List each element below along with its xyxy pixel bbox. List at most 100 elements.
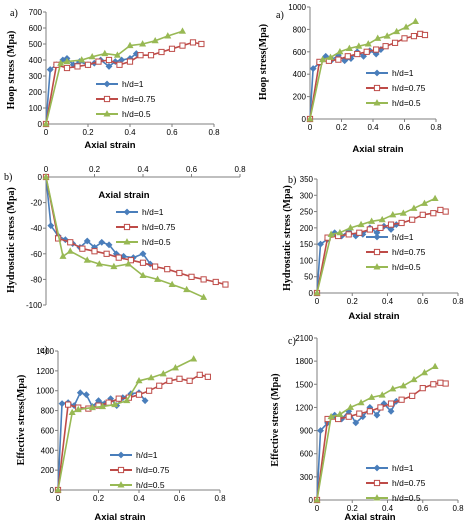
- data-point: [442, 208, 449, 215]
- x-tick-label: 0.4: [124, 128, 136, 137]
- data-point: [393, 27, 401, 35]
- x-tick-label: 0.6: [166, 128, 178, 137]
- data-point: [398, 396, 405, 403]
- series-h05: [42, 173, 208, 300]
- data-point: [410, 204, 418, 211]
- x-axis-label: Axial strain: [94, 512, 145, 523]
- data-point: [91, 248, 98, 255]
- data-point: [42, 173, 50, 180]
- data-point: [67, 239, 74, 246]
- y-tick-label: 400: [29, 56, 43, 65]
- legend-entry: h/d=1: [392, 463, 414, 473]
- y-axis-label: Hoop stress (Mpa): [6, 31, 17, 110]
- data-point: [309, 65, 317, 73]
- data-point: [135, 376, 143, 384]
- data-point: [183, 285, 191, 293]
- y-tick-label: 0: [309, 496, 314, 505]
- panel-label: b): [4, 172, 12, 183]
- y-tick-label: -60: [30, 250, 42, 259]
- data-point: [389, 211, 397, 218]
- series-line: [45, 41, 202, 125]
- data-point: [74, 405, 82, 413]
- data-point: [147, 52, 155, 59]
- y-tick-label: 900: [300, 427, 314, 436]
- data-point: [377, 404, 384, 411]
- x-tick-label: 0.8: [208, 128, 220, 137]
- y-axis-label: Hydrostatic stress (Mpa): [282, 185, 293, 291]
- data-point: [382, 43, 389, 50]
- data-point: [135, 391, 143, 398]
- data-point: [113, 51, 121, 58]
- legend-marker: [123, 208, 131, 216]
- y-tick-label: 800: [41, 407, 55, 416]
- data-point: [88, 52, 96, 60]
- data-point: [373, 46, 380, 53]
- data-point: [123, 396, 131, 404]
- legend-marker: [103, 110, 111, 117]
- data-point: [156, 382, 163, 389]
- data-point: [373, 411, 381, 419]
- legend-marker: [373, 69, 381, 77]
- x-tick-label: 0.6: [399, 123, 411, 132]
- data-point: [152, 263, 159, 270]
- data-point: [146, 387, 153, 394]
- series-line: [316, 197, 436, 294]
- legend-entry: h/d=0.5: [136, 480, 165, 490]
- data-point: [137, 52, 144, 59]
- chart-panel-6: 0 300 600 900 1200 1500 1800 2100 0 0.2 0.4 0.6 0.8 h…: [270, 334, 464, 523]
- data-point: [57, 59, 65, 66]
- legend-entry: h/d=1: [392, 232, 414, 242]
- data-point: [327, 230, 335, 237]
- legend-entry: h/d=1: [136, 450, 158, 460]
- legend-marker: [117, 451, 125, 459]
- chart-panel-1: 0 100 200 300 400 500 600 700 0 0.2 0.4 0.6 0.8 h/d=1…: [6, 8, 220, 151]
- y-tick-label: 1400: [36, 347, 54, 356]
- data-point: [95, 58, 102, 65]
- data-point: [204, 373, 211, 380]
- data-point: [430, 381, 437, 388]
- data-point: [419, 211, 426, 218]
- y-tick-label: -80: [30, 275, 42, 284]
- data-point: [176, 269, 183, 277]
- x-tick-label: 0.2: [347, 504, 359, 513]
- series-line: [45, 30, 183, 125]
- data-point: [377, 224, 384, 231]
- data-point: [42, 120, 50, 127]
- data-point: [437, 206, 444, 214]
- y-axis-label: Effective stress(Mpa): [16, 375, 27, 466]
- data-point: [374, 34, 382, 41]
- legend-marker: [117, 466, 125, 474]
- data-point: [76, 389, 84, 397]
- data-point: [410, 375, 418, 383]
- legend-entry: h/d=0.5: [122, 109, 151, 119]
- y-axis-label: Effective stress (Mpa): [270, 373, 281, 466]
- chart-panel-2: 0 200 400 600 800 1000 0 0.2 0.4 0.6 0.8 h/d=1 h/d=0…: [258, 3, 442, 155]
- data-point: [402, 23, 410, 30]
- y-tick-label: 1500: [295, 380, 313, 389]
- y-tick-label: 1800: [295, 357, 313, 366]
- y-tick-label: 2100: [295, 334, 313, 343]
- data-point: [99, 402, 107, 410]
- data-point: [368, 393, 376, 400]
- y-tick-label: 0: [38, 120, 43, 129]
- y-tick-label: 600: [293, 48, 307, 57]
- data-point: [139, 259, 147, 266]
- legend-marker: [117, 481, 125, 488]
- y-tick-label: 1200: [295, 403, 313, 412]
- data-point: [139, 271, 147, 279]
- y-tick-label: 600: [29, 24, 43, 33]
- data-point: [126, 58, 134, 65]
- legend-marker: [103, 95, 111, 103]
- y-tick-label: 200: [293, 93, 307, 102]
- data-point: [188, 273, 195, 280]
- data-point: [317, 427, 324, 434]
- data-point: [306, 115, 314, 122]
- panel-label: b): [288, 175, 296, 186]
- y-axis-label: Hydrostatic stress (Mpa): [6, 187, 17, 293]
- legend-marker: [373, 464, 381, 472]
- legend-entry: h/d=0.5: [142, 237, 171, 247]
- x-tick-label: 0.4: [137, 165, 149, 174]
- x-tick-label: 0: [315, 504, 320, 513]
- legend-marker: [373, 84, 381, 92]
- x-tick-label: 0.6: [174, 494, 186, 503]
